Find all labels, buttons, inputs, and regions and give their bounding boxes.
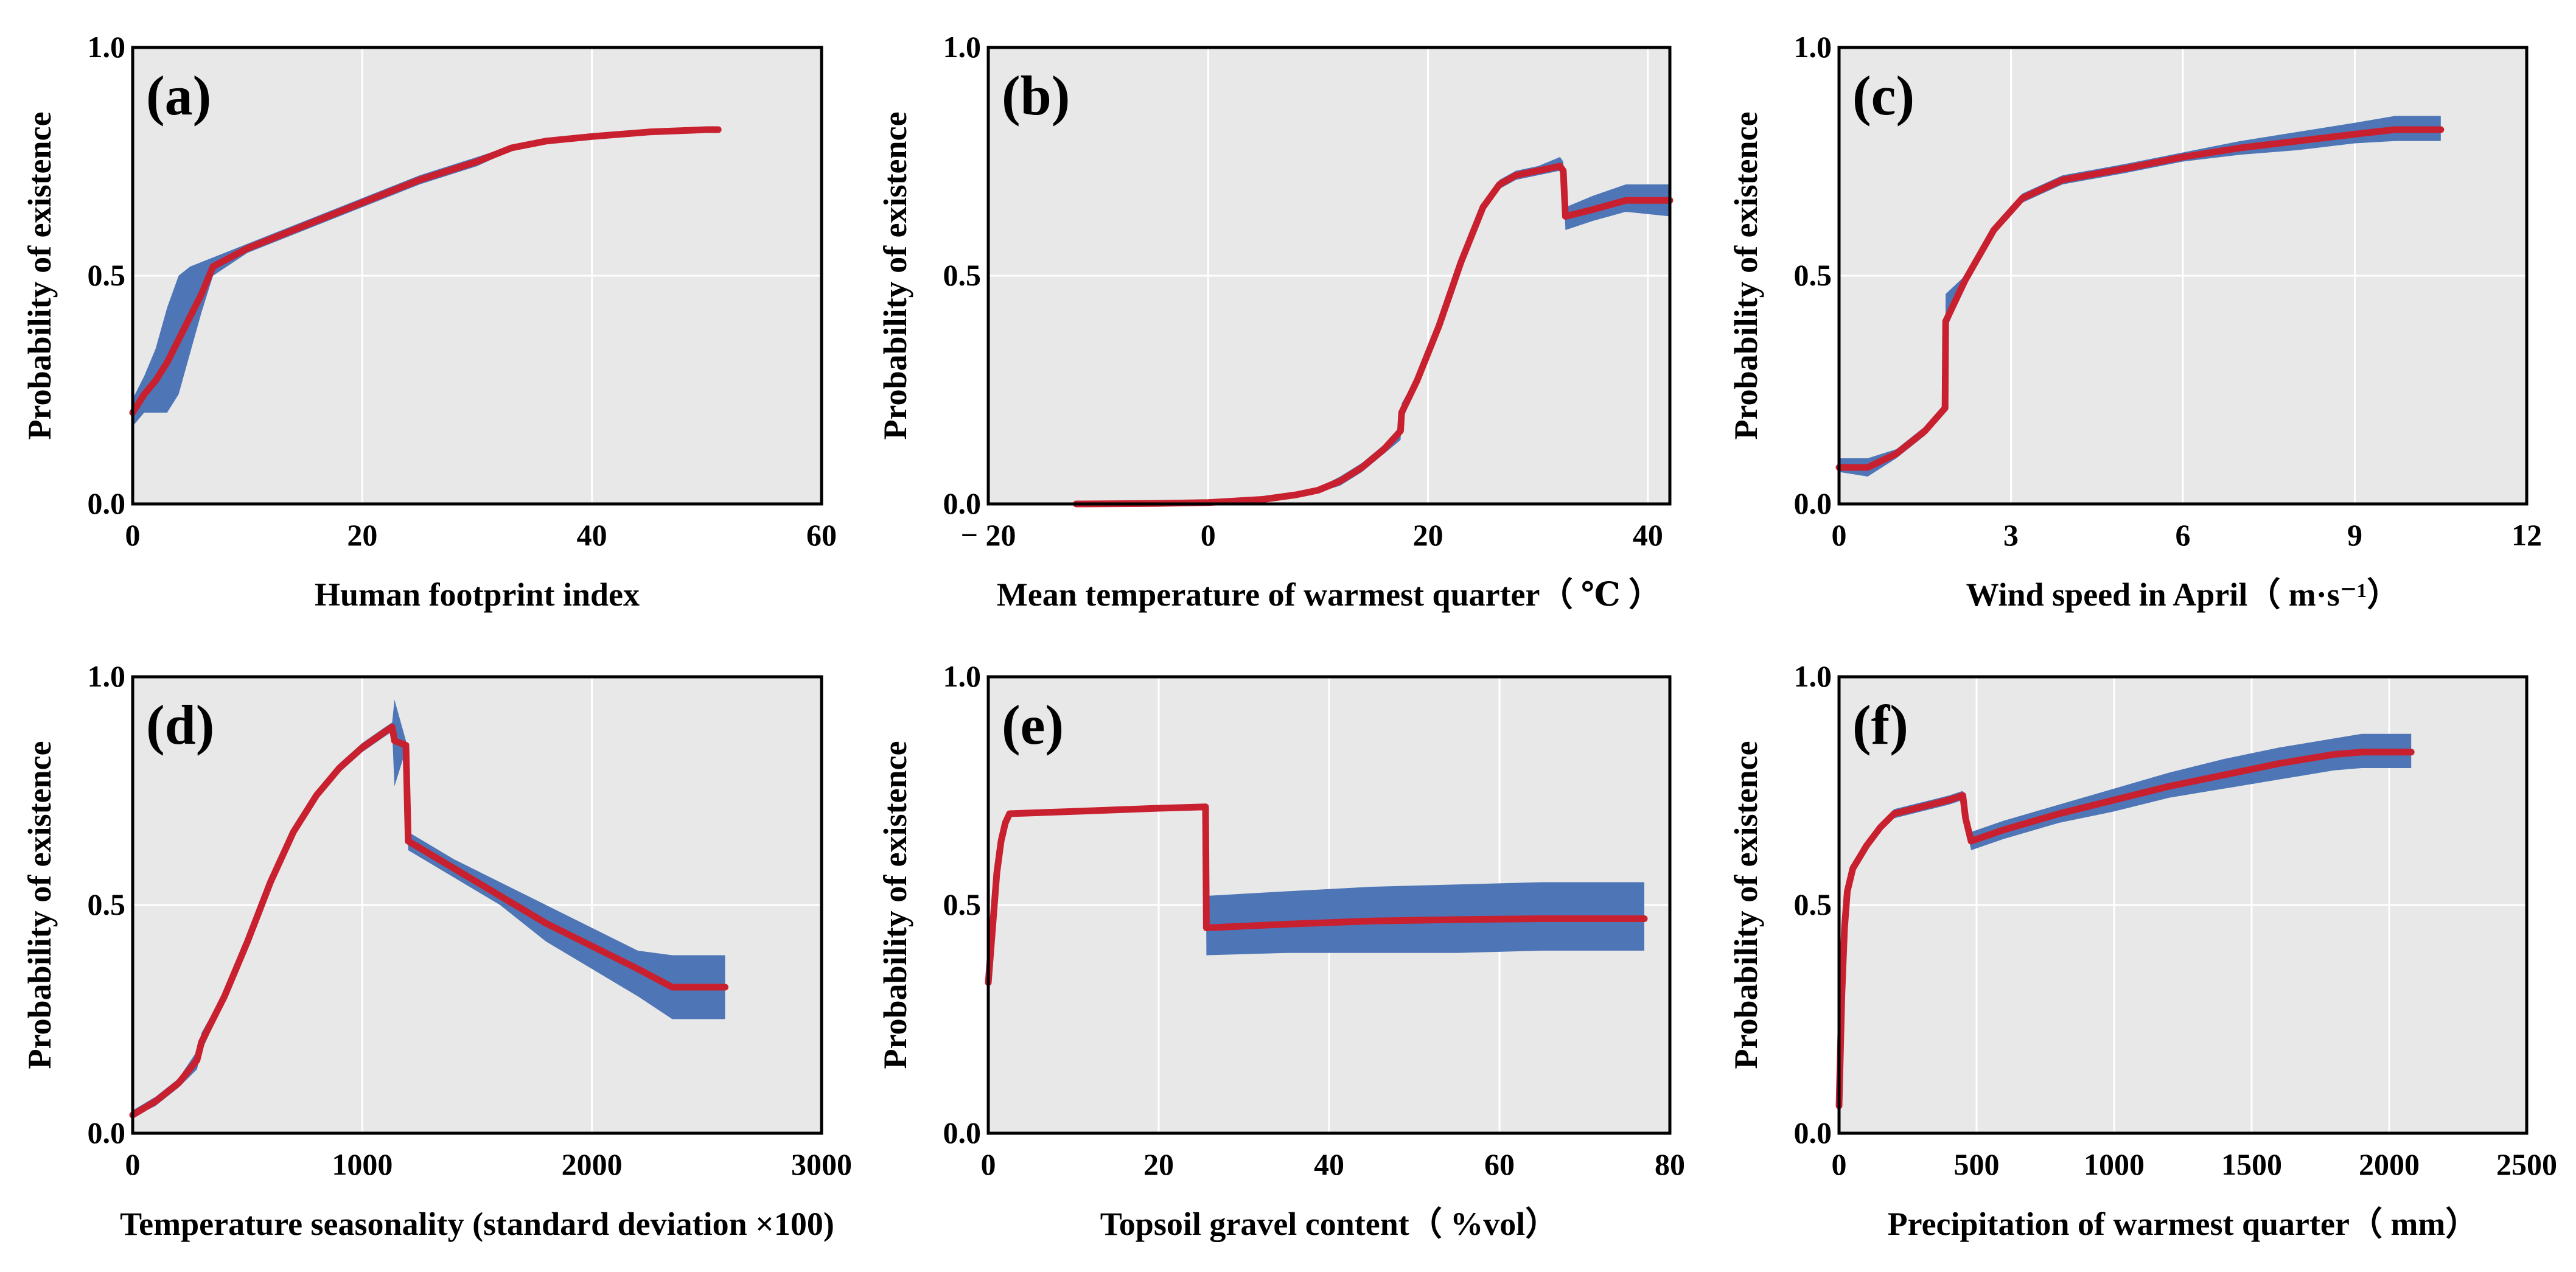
y-tick-label: 0.5	[943, 887, 982, 921]
y-tick-label: 0.0	[1794, 486, 1832, 520]
y-tick-label: 0.5	[88, 887, 126, 921]
panel-letter: (d)	[146, 694, 214, 756]
y-axis-title: Probability of existence	[1728, 112, 1764, 440]
y-tick-label: 0.0	[943, 486, 982, 520]
x-tick-label: 2500	[2496, 1147, 2557, 1181]
x-tick-label: 40	[1314, 1147, 1344, 1181]
x-tick-label: 0	[125, 1147, 141, 1181]
y-tick-label: 1.0	[1794, 659, 1832, 693]
mean-response-line	[129, 724, 728, 1119]
panel-letter: (f)	[1852, 694, 1908, 756]
x-tick-label: 0	[1832, 1147, 1847, 1181]
y-tick-label: 1.0	[1794, 30, 1832, 64]
y-tick-label: 1.0	[943, 30, 982, 64]
confidence-band	[1076, 157, 1670, 504]
x-axis-title: Human footprint index	[315, 576, 640, 613]
x-tick-label: 80	[1655, 1147, 1685, 1181]
mean-response-line	[1835, 126, 2445, 471]
y-tick-label: 0.0	[943, 1116, 982, 1150]
panel-letter: (c)	[1852, 65, 1915, 127]
confidence-band	[988, 805, 1644, 987]
x-tick-label: 40	[577, 518, 607, 552]
mean-response-line	[1835, 749, 2415, 1110]
chart-panel-2: − 20 0 20 40 0.0 0.5 1.0 Mean temperature of wa…	[877, 30, 1674, 613]
y-axis-title: Probability of existence	[21, 741, 58, 1069]
x-axis-title: Temperature seasonality (standard deviat…	[120, 1206, 834, 1242]
y-tick-label: 1.0	[943, 659, 982, 693]
chart-panel-4: 0 1000 2000 3000 0.0 0.5 1.0 Temperature season…	[21, 659, 852, 1242]
x-tick-label: 20	[1413, 518, 1443, 552]
chart-panel-1: 0 20 40 60 0.0 0.5 1.0 Human footprint index Pro…	[21, 30, 837, 613]
x-tick-label: 20	[347, 518, 377, 552]
x-tick-label: 6	[2176, 518, 2191, 552]
plot-frame	[1837, 46, 2529, 506]
y-tick-label: 0.5	[1794, 258, 1832, 292]
x-tick-label: 0	[981, 1147, 996, 1181]
x-tick-label: 0	[1832, 518, 1847, 552]
x-tick-label: 3000	[791, 1147, 852, 1181]
plot-frame	[131, 675, 823, 1135]
y-tick-label: 0.0	[1794, 1116, 1832, 1150]
chart-panel-3: 0 3 6 9 12 0.0 0.5 1.0 Wind speed in April（ m·s⁻…	[1728, 30, 2542, 613]
y-tick-label: 0.0	[88, 486, 126, 520]
x-tick-label: 3	[2003, 518, 2019, 552]
x-tick-label: 60	[806, 518, 837, 552]
y-axis-title: Probability of existence	[877, 741, 913, 1069]
y-axis-title: Probability of existence	[21, 112, 58, 440]
x-axis-title: Topsoil gravel content（ %vol）	[1100, 1206, 1559, 1242]
x-tick-label: 0	[125, 518, 141, 552]
y-tick-label: 1.0	[88, 30, 126, 64]
x-tick-label: 12	[2511, 518, 2542, 552]
mean-response-line	[1073, 162, 1674, 508]
x-tick-label: 500	[1954, 1147, 2000, 1181]
x-axis-title: Mean temperature of warmest quarter（ ℃ ）	[997, 576, 1661, 613]
chart-panel-5: 0 20 40 60 80 0.0 0.5 1.0 Topsoil gravel content…	[877, 659, 1685, 1242]
mean-response-line	[985, 803, 1648, 986]
chart-panel-6: 0 500 1000 1500 2000 2500 0.0 0.5 1.0 Precipitati…	[1728, 659, 2557, 1242]
y-tick-label: 0.5	[88, 258, 126, 292]
plot-frame	[131, 46, 823, 506]
x-tick-label: 60	[1484, 1147, 1515, 1181]
x-axis-title: Precipitation of warmest quarter（ mm）	[1888, 1206, 2479, 1242]
x-tick-label: 2000	[562, 1147, 623, 1181]
x-tick-label: 2000	[2359, 1147, 2420, 1181]
x-tick-label: 1000	[332, 1147, 393, 1181]
y-axis-title: Probability of existence	[1728, 741, 1764, 1069]
y-axis-title: Probability of existence	[877, 112, 913, 440]
x-axis-title: Wind speed in April（ m·s⁻¹）	[1966, 576, 2400, 613]
mean-response-line	[129, 126, 722, 416]
x-tick-label: 20	[1143, 1147, 1174, 1181]
x-tick-label: 9	[2347, 518, 2362, 552]
panel-letter: (b)	[1002, 65, 1070, 127]
panel-letter: (a)	[146, 65, 211, 127]
x-tick-label: 0	[1201, 518, 1216, 552]
plot-frame	[986, 46, 1672, 506]
panel-letter: (e)	[1002, 694, 1064, 756]
x-tick-label: 1500	[2221, 1147, 2282, 1181]
y-tick-label: 0.5	[1794, 887, 1832, 921]
y-tick-label: 0.0	[88, 1116, 126, 1150]
x-tick-label: 1000	[2084, 1147, 2145, 1181]
plot-frame	[1837, 675, 2529, 1135]
plot-frame	[986, 675, 1672, 1135]
x-tick-label: 40	[1633, 518, 1663, 552]
y-tick-label: 0.5	[943, 258, 982, 292]
x-tick-label: − 20	[961, 518, 1016, 552]
y-tick-label: 1.0	[88, 659, 126, 693]
